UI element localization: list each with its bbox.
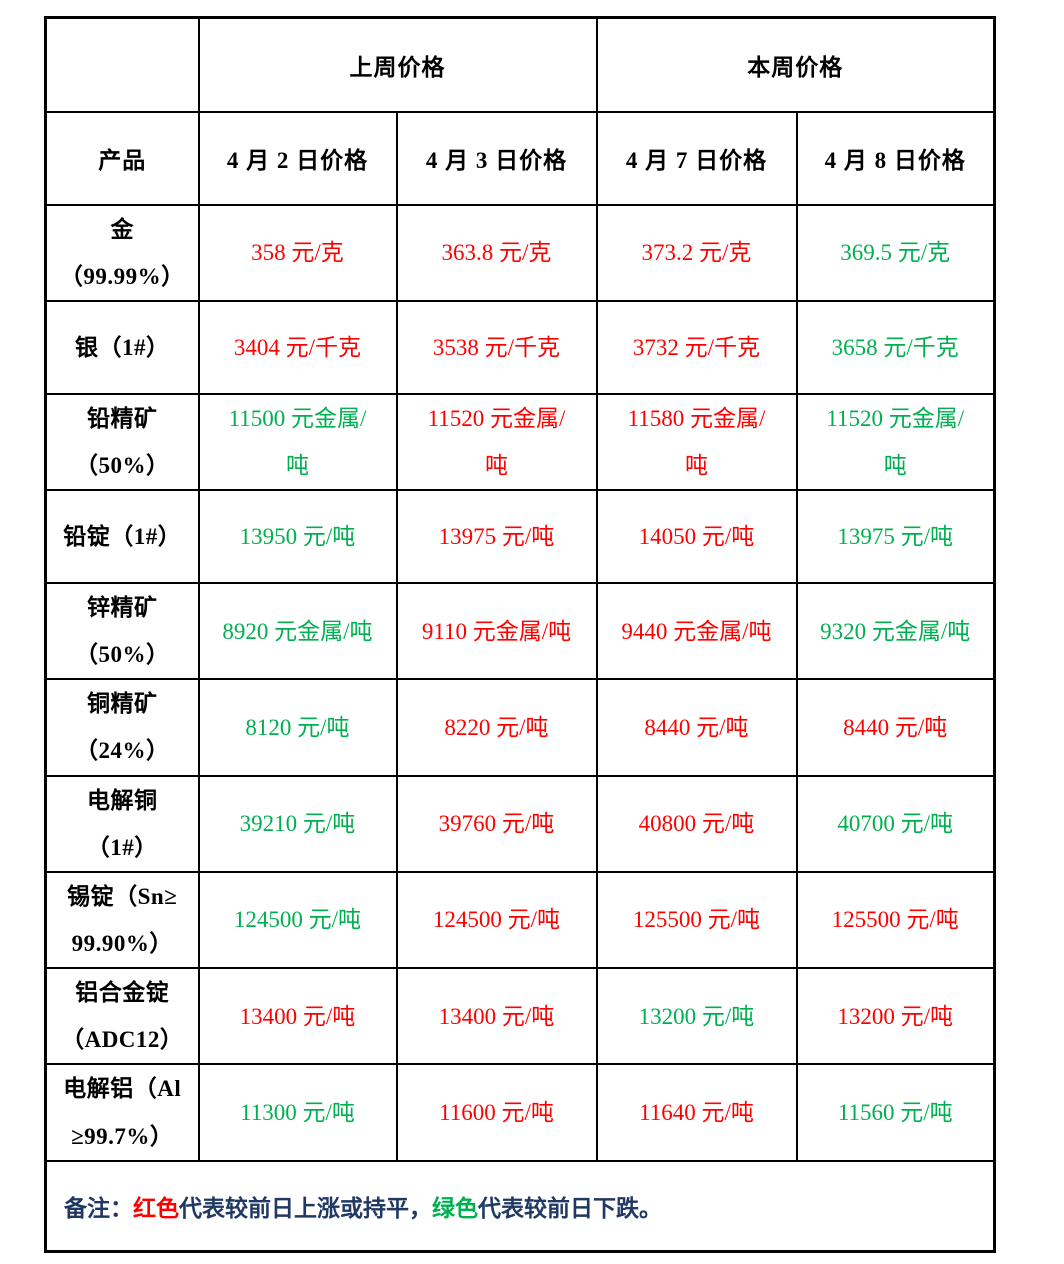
price-cell: 8920 元金属/吨 — [197, 582, 398, 681]
price-cell: 369.5 元/克 — [795, 203, 996, 302]
price-cell: 8120 元/吨 — [197, 678, 398, 777]
product-cell: 电解铝（Al ≥99.7%） — [44, 1063, 200, 1162]
price-cell: 13975 元/吨 — [795, 489, 996, 585]
price-cell: 40800 元/吨 — [595, 774, 798, 873]
price-cell: 39210 元/吨 — [197, 774, 398, 873]
this-week-header: 本周价格 — [595, 16, 996, 113]
note-row: 备注：红色代表较前日上涨或持平，绿色代表较前日下跌。 — [44, 1159, 996, 1253]
price-cell: 11580 元金属/ 吨 — [595, 392, 798, 492]
price-cell: 11500 元金属/ 吨 — [197, 392, 398, 492]
product-column-header: 产品 — [44, 110, 200, 206]
price-cell: 9320 元金属/吨 — [795, 582, 996, 681]
product-cell: 锌精矿 （50%） — [44, 582, 200, 681]
price-cell: 11520 元金属/ 吨 — [395, 392, 598, 492]
product-cell: 电解铜 （1#） — [44, 774, 200, 873]
price-cell: 373.2 元/克 — [595, 203, 798, 302]
price-cell: 11600 元/吨 — [395, 1063, 598, 1162]
table-row: 电解铝（Al ≥99.7%） 11300 元/吨 11600 元/吨 11640 元/… — [44, 1063, 996, 1162]
price-cell: 3732 元/千克 — [595, 299, 798, 395]
table-row: 铝合金锭 （ADC12） 13400 元/吨 13400 元/吨 13200 元/吨 1… — [44, 967, 996, 1066]
table-row: 铅锭（1#） 13950 元/吨 13975 元/吨 14050 元/吨 13975 元… — [44, 489, 996, 585]
date-header-apr7: 4 月 7 日价格 — [595, 110, 798, 206]
week-group-header-row: 上周价格 本周价格 — [44, 16, 996, 113]
note-segment: 绿色 — [432, 1196, 478, 1221]
table-row: 铜精矿 （24%） 8120 元/吨 8220 元/吨 8440 元/吨 8440 元/… — [44, 678, 996, 777]
date-header-apr8: 4 月 8 日价格 — [795, 110, 996, 206]
date-header-row: 产品 4 月 2 日价格 4 月 3 日价格 4 月 7 日价格 4 月 8 日… — [44, 110, 996, 206]
product-cell: 金 （99.99%） — [44, 203, 200, 302]
price-cell: 124500 元/吨 — [197, 870, 398, 970]
price-cell: 125500 元/吨 — [795, 870, 996, 970]
product-cell: 铝合金锭 （ADC12） — [44, 967, 200, 1066]
price-cell: 13400 元/吨 — [395, 967, 598, 1066]
price-cell: 13975 元/吨 — [395, 489, 598, 585]
price-cell: 13950 元/吨 — [197, 489, 398, 585]
corner-cell — [44, 16, 200, 113]
table-row: 银（1#） 3404 元/千克 3538 元/千克 3732 元/千克 3658 元/千… — [44, 299, 996, 395]
date-header-apr3: 4 月 3 日价格 — [395, 110, 598, 206]
price-cell: 11520 元金属/ 吨 — [795, 392, 996, 492]
note-segment: 红色 — [133, 1196, 179, 1221]
price-cell: 9440 元金属/吨 — [595, 582, 798, 681]
price-cell: 39760 元/吨 — [395, 774, 598, 873]
date-header-apr2: 4 月 2 日价格 — [197, 110, 398, 206]
price-cell: 3404 元/千克 — [197, 299, 398, 395]
price-cell: 3658 元/千克 — [795, 299, 996, 395]
price-cell: 13400 元/吨 — [197, 967, 398, 1066]
last-week-header: 上周价格 — [197, 16, 598, 113]
legend-note: 备注：红色代表较前日上涨或持平，绿色代表较前日下跌。 — [44, 1159, 996, 1253]
price-cell: 11560 元/吨 — [795, 1063, 996, 1162]
table-row: 锌精矿 （50%） 8920 元金属/吨 9110 元金属/吨 9440 元金属/吨 9… — [44, 582, 996, 681]
price-cell: 11300 元/吨 — [197, 1063, 398, 1162]
product-cell: 铜精矿 （24%） — [44, 678, 200, 777]
price-cell: 358 元/克 — [197, 203, 398, 302]
table-row: 电解铜 （1#） 39210 元/吨 39760 元/吨 40800 元/吨 40700… — [44, 774, 996, 873]
note-segment: 代表较前日下跌。 — [478, 1196, 662, 1221]
product-cell: 铅精矿 （50%） — [44, 392, 200, 492]
note-segment: 代表较前日上涨或持平， — [179, 1196, 432, 1221]
price-cell: 3538 元/千克 — [395, 299, 598, 395]
price-cell: 8440 元/吨 — [595, 678, 798, 777]
product-cell: 锡锭（Sn≥ 99.90%） — [44, 870, 200, 970]
price-cell: 125500 元/吨 — [595, 870, 798, 970]
price-cell: 11640 元/吨 — [595, 1063, 798, 1162]
price-cell: 8220 元/吨 — [395, 678, 598, 777]
price-cell: 124500 元/吨 — [395, 870, 598, 970]
price-cell: 13200 元/吨 — [795, 967, 996, 1066]
price-cell: 14050 元/吨 — [595, 489, 798, 585]
price-cell: 363.8 元/克 — [395, 203, 598, 302]
table-row: 锡锭（Sn≥ 99.90%） 124500 元/吨 124500 元/吨 125500… — [44, 870, 996, 970]
note-segment: 备注： — [64, 1196, 133, 1221]
table-row: 铅精矿 （50%） 11500 元金属/ 吨 11520 元金属/ 吨 11580 元… — [44, 392, 996, 492]
metal-price-table: 上周价格 本周价格 产品 4 月 2 日价格 4 月 3 日价格 4 月 7 日… — [44, 16, 996, 1254]
table-row: 金 （99.99%） 358 元/克 363.8 元/克 373.2 元/克 369.5… — [44, 203, 996, 302]
product-cell: 银（1#） — [44, 299, 200, 395]
product-cell: 铅锭（1#） — [44, 489, 200, 585]
price-cell: 13200 元/吨 — [595, 967, 798, 1066]
price-cell: 8440 元/吨 — [795, 678, 996, 777]
price-cell: 40700 元/吨 — [795, 774, 996, 873]
price-cell: 9110 元金属/吨 — [395, 582, 598, 681]
